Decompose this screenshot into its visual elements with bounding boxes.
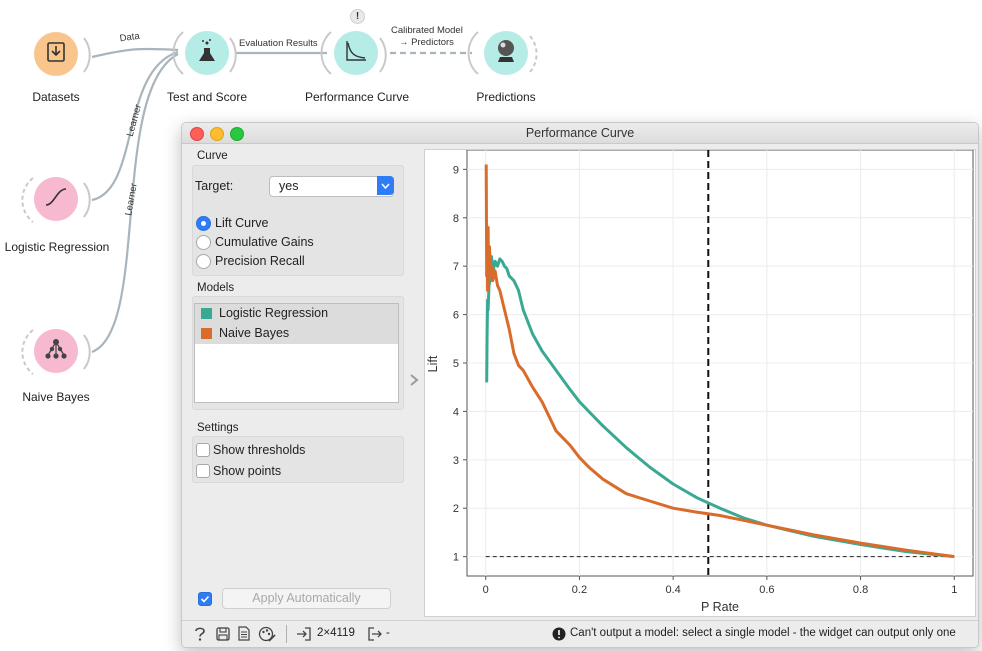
select-arrow-icon — [377, 176, 394, 195]
x-tick-label: 0.2 — [572, 584, 587, 596]
show-points-checkbox[interactable] — [196, 464, 210, 478]
precision-recall-radio[interactable] — [196, 254, 211, 269]
save-icon[interactable] — [216, 627, 230, 646]
x-tick-label: 0.4 — [665, 584, 680, 596]
datasets-node[interactable] — [28, 26, 84, 82]
show-thresholds-checkbox[interactable] — [196, 443, 210, 457]
link-learner-2[interactable] — [91, 53, 179, 354]
apply-automatically-button[interactable]: Apply Automatically — [222, 588, 391, 609]
link-data[interactable] — [91, 47, 179, 59]
plot-axes: 0 0.2 0.4 0.6 0.8 1 1 2 3 4 5 6 7 8 9 — [453, 164, 957, 596]
model-item-logistic-regression[interactable]: Logistic Regression — [195, 304, 398, 324]
zoom-window-button[interactable] — [230, 127, 244, 141]
checkmark-icon — [200, 595, 210, 603]
logistic-curve-icon — [44, 186, 68, 213]
x-axis-label: P Rate — [701, 600, 739, 614]
minimize-window-button[interactable] — [210, 127, 224, 141]
help-icon[interactable] — [193, 626, 207, 647]
y-tick-label: 1 — [453, 552, 459, 564]
naive-bayes-node[interactable] — [28, 323, 84, 379]
input-data-size: 2×4119 — [317, 627, 355, 639]
y-tick-label: 4 — [453, 406, 459, 418]
series-line-naive-bayes — [484, 164, 955, 559]
models-list[interactable]: Logistic Regression Naive Bayes — [194, 303, 399, 403]
collapse-panel-chevron-icon[interactable] — [408, 373, 420, 387]
x-tick-label: 0.8 — [853, 584, 868, 596]
test-and-score-node[interactable] — [179, 25, 235, 81]
visual-settings-icon[interactable] — [258, 626, 276, 647]
status-message: Can't output a model: select a single mo… — [570, 627, 956, 639]
model-name: Logistic Regression — [219, 306, 329, 320]
cumulative-gains-label[interactable]: Cumulative Gains — [215, 235, 314, 249]
network-icon — [43, 337, 69, 366]
node-label-datasets: Datasets — [32, 90, 80, 104]
y-axis-label: Lift — [426, 355, 440, 372]
warning-icon — [552, 627, 566, 646]
plot-panel[interactable]: 0 0.2 0.4 0.6 0.8 1 1 2 3 4 5 6 7 8 9 P Rate Lift — [424, 149, 976, 617]
performance-curve-node[interactable] — [328, 25, 384, 81]
y-tick-label: 5 — [453, 358, 459, 370]
logistic-regression-node[interactable] — [28, 171, 84, 227]
performance-curve-window[interactable]: Performance Curve Curve Target: yes Lift… — [181, 122, 979, 648]
model-item-naive-bayes[interactable]: Naive Bayes — [195, 324, 398, 344]
node-label-logistic-regression: Logistic Regression — [4, 240, 110, 254]
settings-group — [192, 436, 404, 483]
model-name: Naive Bayes — [219, 326, 290, 340]
lift-curve-plot[interactable]: 0 0.2 0.4 0.6 0.8 1 1 2 3 4 5 6 7 8 9 P Rate Lift — [425, 149, 975, 616]
output-data-icon — [367, 627, 383, 646]
y-tick-label: 3 — [453, 455, 459, 467]
datasets-icon — [45, 40, 67, 69]
node-label-predictions: Predictions — [476, 90, 536, 104]
warning-badge[interactable]: ! — [350, 9, 365, 24]
link-learner-1[interactable] — [91, 50, 179, 202]
window-titlebar[interactable]: Performance Curve — [182, 123, 978, 144]
performance-curve-icon — [344, 39, 368, 68]
link-label-calibrated-model: Calibrated Model — [391, 25, 463, 36]
y-tick-label: 2 — [453, 503, 459, 515]
node-label-performance-curve: Performance Curve — [304, 90, 410, 104]
link-label-evaluation-results: Evaluation Results — [239, 38, 318, 49]
y-tick-label: 9 — [453, 164, 459, 176]
node-label-naive-bayes: Naive Bayes — [22, 390, 90, 404]
show-points-label[interactable]: Show points — [213, 464, 282, 478]
y-tick-label: 7 — [453, 261, 459, 273]
close-window-button[interactable] — [190, 127, 204, 141]
target-label: Target: — [195, 179, 234, 193]
plot-grid — [467, 150, 973, 576]
x-tick-label: 0.6 — [759, 584, 774, 596]
lift-curve-label[interactable]: Lift Curve — [215, 216, 269, 230]
node-label-test-and-score: Test and Score — [166, 90, 248, 104]
cumulative-gains-radio[interactable] — [196, 235, 211, 250]
link-label-learner-2: Learner — [123, 182, 140, 216]
statusbar-divider — [286, 625, 287, 643]
lift-curve-radio[interactable] — [196, 216, 211, 231]
predictions-node[interactable] — [478, 25, 534, 81]
curve-section-title: Curve — [197, 150, 228, 162]
series-layer — [484, 150, 955, 576]
y-tick-label: 8 — [453, 213, 459, 225]
models-section-title: Models — [197, 282, 235, 294]
crystal-ball-icon — [494, 38, 518, 69]
model-color-swatch — [201, 308, 212, 319]
target-select-value: yes — [279, 179, 299, 193]
x-tick-label: 0 — [483, 584, 489, 596]
flask-icon — [196, 38, 218, 69]
show-thresholds-label[interactable]: Show thresholds — [213, 443, 306, 457]
x-tick-label: 1 — [951, 584, 957, 596]
output-data-size: - — [386, 627, 390, 639]
link-label-data: Data — [119, 31, 141, 45]
y-tick-label: 6 — [453, 310, 459, 322]
settings-section-title: Settings — [197, 422, 239, 434]
series-line-logistic-regression — [485, 255, 955, 559]
window-title: Performance Curve — [525, 126, 635, 140]
report-icon[interactable] — [238, 626, 250, 646]
model-color-swatch — [201, 328, 212, 339]
link-label-predictors: → Predictors — [399, 37, 454, 48]
apply-automatically-checkbox[interactable] — [198, 592, 212, 606]
target-select[interactable]: yes — [269, 176, 394, 197]
precision-recall-label[interactable]: Precision Recall — [215, 254, 305, 268]
input-data-icon — [296, 627, 312, 646]
status-bar: 2×4119 - Can't output a model: select a … — [182, 620, 978, 647]
